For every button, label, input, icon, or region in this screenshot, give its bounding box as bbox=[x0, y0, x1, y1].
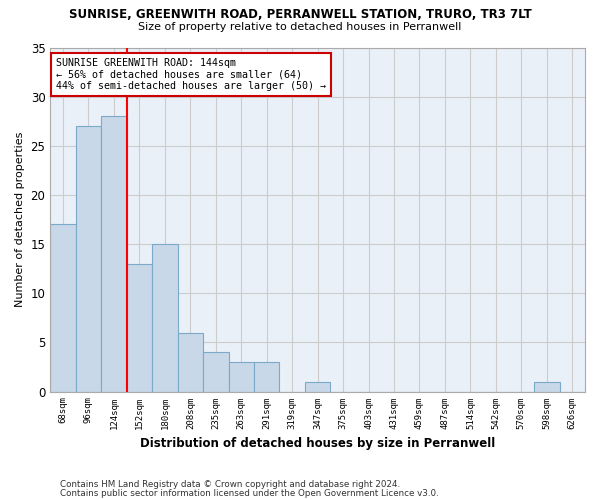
Text: Contains HM Land Registry data © Crown copyright and database right 2024.: Contains HM Land Registry data © Crown c… bbox=[60, 480, 400, 489]
Bar bbox=[254, 362, 280, 392]
Bar bbox=[534, 382, 560, 392]
Text: Contains public sector information licensed under the Open Government Licence v3: Contains public sector information licen… bbox=[60, 490, 439, 498]
Text: SUNRISE GREENWITH ROAD: 144sqm
← 56% of detached houses are smaller (64)
44% of : SUNRISE GREENWITH ROAD: 144sqm ← 56% of … bbox=[56, 58, 326, 91]
Bar bbox=[178, 332, 203, 392]
Y-axis label: Number of detached properties: Number of detached properties bbox=[15, 132, 25, 307]
Bar bbox=[76, 126, 101, 392]
Bar bbox=[152, 244, 178, 392]
Bar bbox=[101, 116, 127, 392]
Bar bbox=[203, 352, 229, 392]
Bar bbox=[50, 224, 76, 392]
Bar bbox=[305, 382, 331, 392]
Text: Size of property relative to detached houses in Perranwell: Size of property relative to detached ho… bbox=[139, 22, 461, 32]
X-axis label: Distribution of detached houses by size in Perranwell: Distribution of detached houses by size … bbox=[140, 437, 495, 450]
Bar bbox=[229, 362, 254, 392]
Bar bbox=[127, 264, 152, 392]
Text: SUNRISE, GREENWITH ROAD, PERRANWELL STATION, TRURO, TR3 7LT: SUNRISE, GREENWITH ROAD, PERRANWELL STAT… bbox=[68, 8, 532, 20]
